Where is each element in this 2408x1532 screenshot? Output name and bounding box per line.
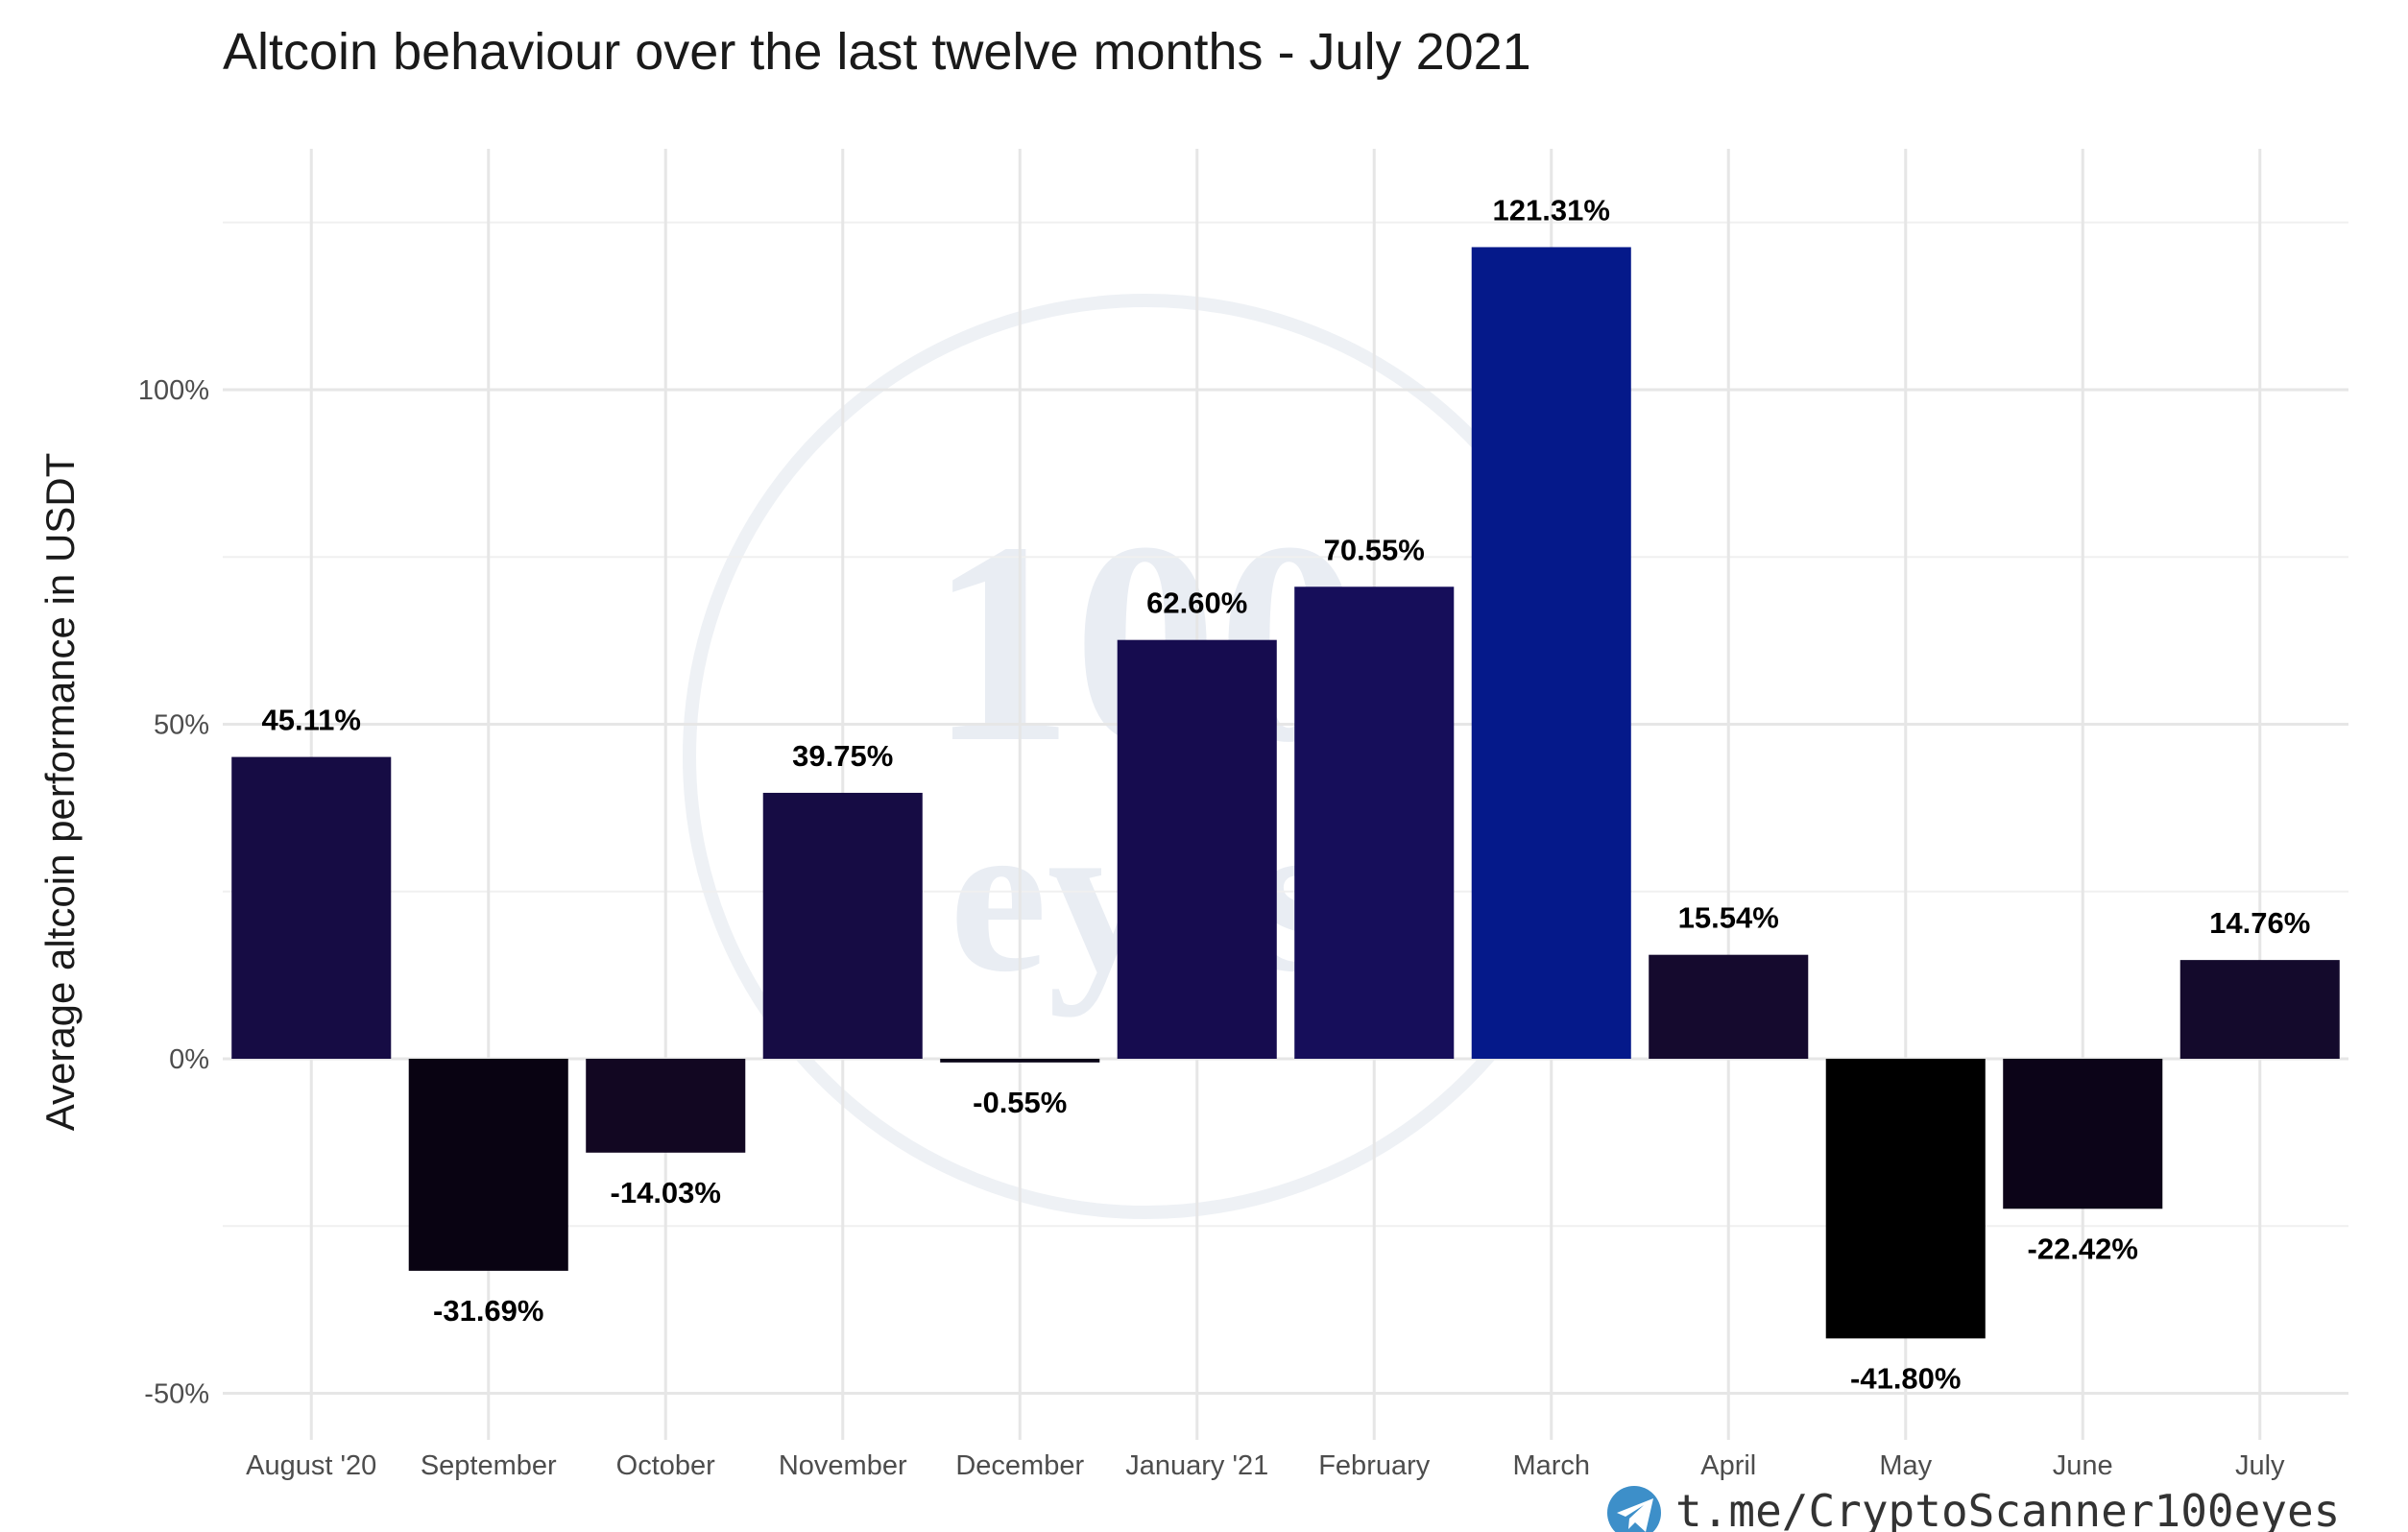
value-label: 45.11% xyxy=(262,704,361,737)
x-tick-labels: August '20 September October November Decemb… xyxy=(246,1450,2285,1481)
bar xyxy=(940,1059,1100,1063)
y-tick-label: -50% xyxy=(144,1379,209,1410)
value-label: 15.54% xyxy=(1678,901,1779,935)
y-tick-label: 0% xyxy=(169,1044,209,1075)
x-tick-label: September xyxy=(421,1450,557,1481)
x-tick-label: June xyxy=(2053,1450,2113,1481)
value-label: 39.75% xyxy=(792,739,893,773)
x-tick-label: January '21 xyxy=(1125,1450,1268,1481)
x-tick-label: March xyxy=(1512,1450,1590,1481)
x-tick-label: October xyxy=(616,1450,715,1481)
value-label: 14.76% xyxy=(2209,906,2310,940)
value-label: -41.80% xyxy=(1850,1361,1961,1395)
x-tick-label: July xyxy=(2235,1450,2285,1481)
bar xyxy=(1825,1059,1986,1339)
value-label: -0.55% xyxy=(973,1086,1067,1119)
bar xyxy=(2003,1059,2163,1209)
y-axis-label: Average altcoin performance in USDT xyxy=(37,453,83,1132)
x-tick-label: August '20 xyxy=(246,1450,376,1481)
value-label: -31.69% xyxy=(433,1294,543,1328)
bar xyxy=(1471,247,1631,1059)
telegram-link[interactable]: t.me/CryptoScanner100eyes xyxy=(1675,1485,2340,1532)
telegram-icon xyxy=(1607,1486,1661,1532)
y-tick-label: 50% xyxy=(154,710,209,741)
x-tick-label: December xyxy=(955,1450,1084,1481)
value-label: 121.31% xyxy=(1493,193,1610,227)
bar xyxy=(1117,639,1277,1059)
value-label: 70.55% xyxy=(1324,533,1425,566)
value-label: 62.60% xyxy=(1146,586,1247,620)
y-tick-labels: -50% 0% 50% 100% xyxy=(138,375,209,1410)
y-tick-label: 100% xyxy=(138,375,209,406)
x-tick-label: April xyxy=(1700,1450,1756,1481)
chart-title: Altcoin behaviour over the last twelve m… xyxy=(223,23,1531,81)
footer[interactable]: t.me/CryptoScanner100eyes xyxy=(1607,1485,2340,1532)
x-tick-label: February xyxy=(1318,1450,1431,1481)
bar xyxy=(2179,960,2340,1059)
x-tick-label: May xyxy=(1879,1450,1932,1481)
value-label: -14.03% xyxy=(611,1176,721,1209)
bar xyxy=(586,1059,746,1153)
bar xyxy=(1649,954,1809,1059)
value-label: -22.42% xyxy=(2028,1232,2138,1265)
bar xyxy=(762,792,923,1059)
bars xyxy=(231,247,2340,1339)
value-labels: 45.11% -31.69% -14.03% 39.75% -0.55% 62.60% 70… xyxy=(262,193,2311,1395)
bar xyxy=(231,756,392,1059)
x-tick-label: November xyxy=(779,1450,907,1481)
bar xyxy=(408,1059,568,1271)
bar xyxy=(1294,586,1455,1059)
